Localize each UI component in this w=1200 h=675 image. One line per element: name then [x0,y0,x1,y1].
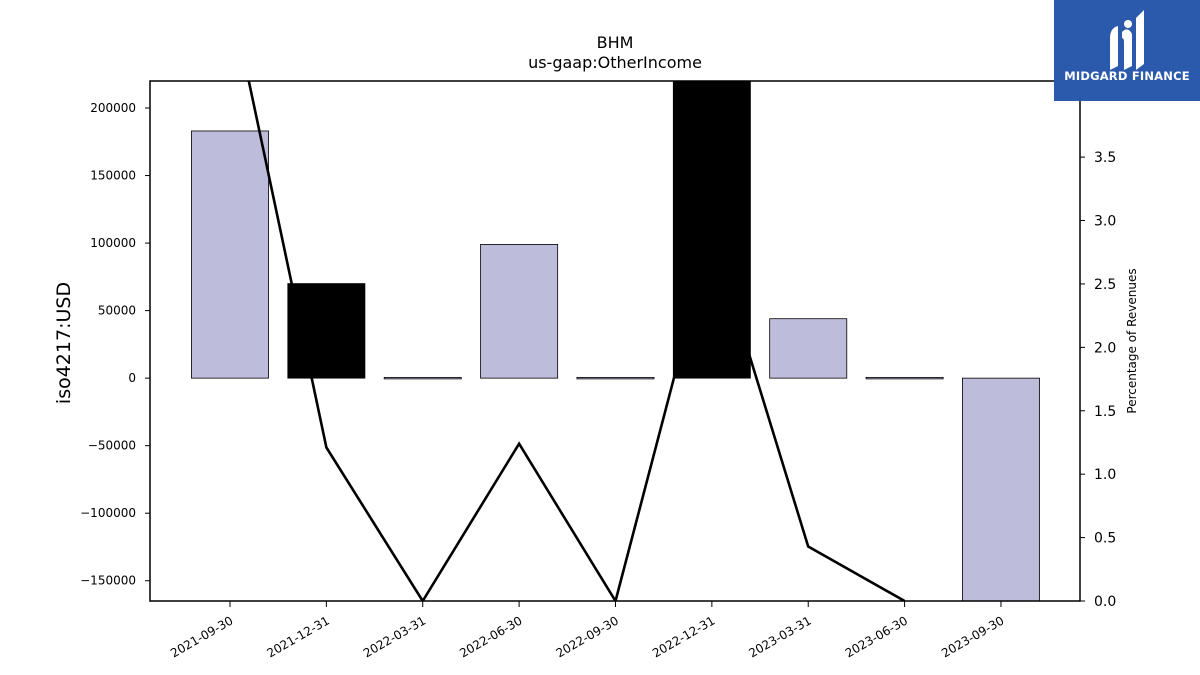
y2-tick-label: 0.0 [1094,594,1116,610]
y-tick-label: 0 [128,371,136,385]
y-axis: −150000 −100000 −50000 0 50000 100000 150000 20… [80,101,150,588]
chart-subtitle: us-gaap:OtherIncome [528,53,702,72]
bar-group [191,81,1040,601]
y2-tick-label: 2.5 [1094,277,1116,293]
y-tick-label: −100000 [80,506,136,520]
logo-text: MIDGARD FINANCE [1064,69,1190,83]
x-axis: 2021-09-30 2021-12-31 2022-03-31 2022-06-30… [168,601,1006,660]
y2-tick-label: 1.0 [1094,467,1116,483]
x-tick-label: 2023-06-30 [843,613,910,660]
y-tick-label: 200000 [90,101,136,115]
bar-2023-03-31 [769,318,848,379]
percentage-line [247,81,906,601]
y-axis-label: iso4217:USD [53,282,75,404]
x-tick-label: 2022-03-31 [361,613,428,660]
bar-2021-09-30 [191,130,269,379]
bar-2021-12-31 [287,283,366,379]
logo-mark-icon [1110,10,1144,70]
y2-axis-label: Percentage of Revenues [1125,268,1139,413]
x-tick-label: 2021-12-31 [264,613,331,660]
x-tick-label: 2022-09-30 [554,613,621,660]
y2-axis: 0.00.51.01.52.02.53.03.54.0 [1080,87,1116,610]
midgard-finance-logo: MIDGARD FINANCE [1054,0,1200,101]
y-tick-label: −150000 [80,574,136,588]
y2-tick-label: 1.5 [1094,404,1116,420]
y-tick-label: 150000 [90,169,136,183]
y-tick-label: 50000 [98,304,136,318]
x-tick-label: 2022-12-31 [650,613,717,660]
y2-tick-label: 3.0 [1094,214,1116,230]
y-tick-label: −50000 [88,439,136,453]
bar-2023-06-30 [865,376,944,380]
bar-2022-03-31 [383,376,462,380]
y2-tick-label: 3.5 [1094,150,1116,166]
x-tick-label: 2021-09-30 [168,613,235,660]
y2-tick-label: 2.0 [1094,340,1116,356]
x-tick-label: 2023-09-30 [939,613,1006,660]
bar-2022-06-30 [480,244,559,379]
bar-2022-09-30 [576,376,655,380]
y-tick-label: 100000 [90,236,136,250]
bar-2023-09-30 [962,377,1040,601]
x-tick-label: 2023-03-31 [746,613,813,660]
y2-tick-label: 0.5 [1094,531,1116,547]
x-tick-label: 2022-06-30 [457,613,524,660]
chart-title: BHM [597,33,634,52]
